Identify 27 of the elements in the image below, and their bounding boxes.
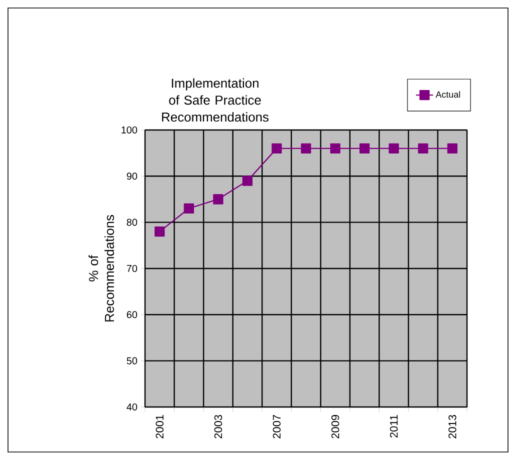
y-tick-label: 60 — [126, 311, 138, 318]
point — [213, 194, 224, 204]
point — [242, 176, 253, 186]
point — [330, 143, 340, 154]
y-tick-label: 80 — [126, 218, 138, 226]
legend-label: Actual — [436, 91, 460, 98]
point — [388, 143, 399, 154]
point — [418, 143, 428, 154]
y-tick-label: 70 — [126, 264, 138, 272]
point — [300, 143, 312, 154]
y-axis-title: % of Recommendations — [88, 214, 114, 322]
point — [359, 143, 370, 154]
y-tick-label: 50 — [126, 357, 138, 364]
x-tick-label: 2009 — [331, 415, 340, 438]
point — [447, 143, 458, 154]
x-tick-label: 2011 — [390, 415, 398, 438]
y-tick-label: 90 — [126, 172, 138, 180]
x-tick-label: 2013 — [448, 414, 456, 438]
point — [154, 226, 165, 237]
point — [184, 203, 194, 214]
chart-title: Implementation of Safe Practice Recommendations — [162, 78, 269, 122]
x-tick-label: 2003 — [214, 414, 222, 438]
point — [272, 143, 282, 154]
x-tick-label: 2007 — [272, 415, 281, 438]
y-tick-label: 40 — [126, 403, 138, 411]
y-tick-label: 100 — [122, 126, 138, 134]
x-tick-label: 2001 — [156, 415, 164, 438]
